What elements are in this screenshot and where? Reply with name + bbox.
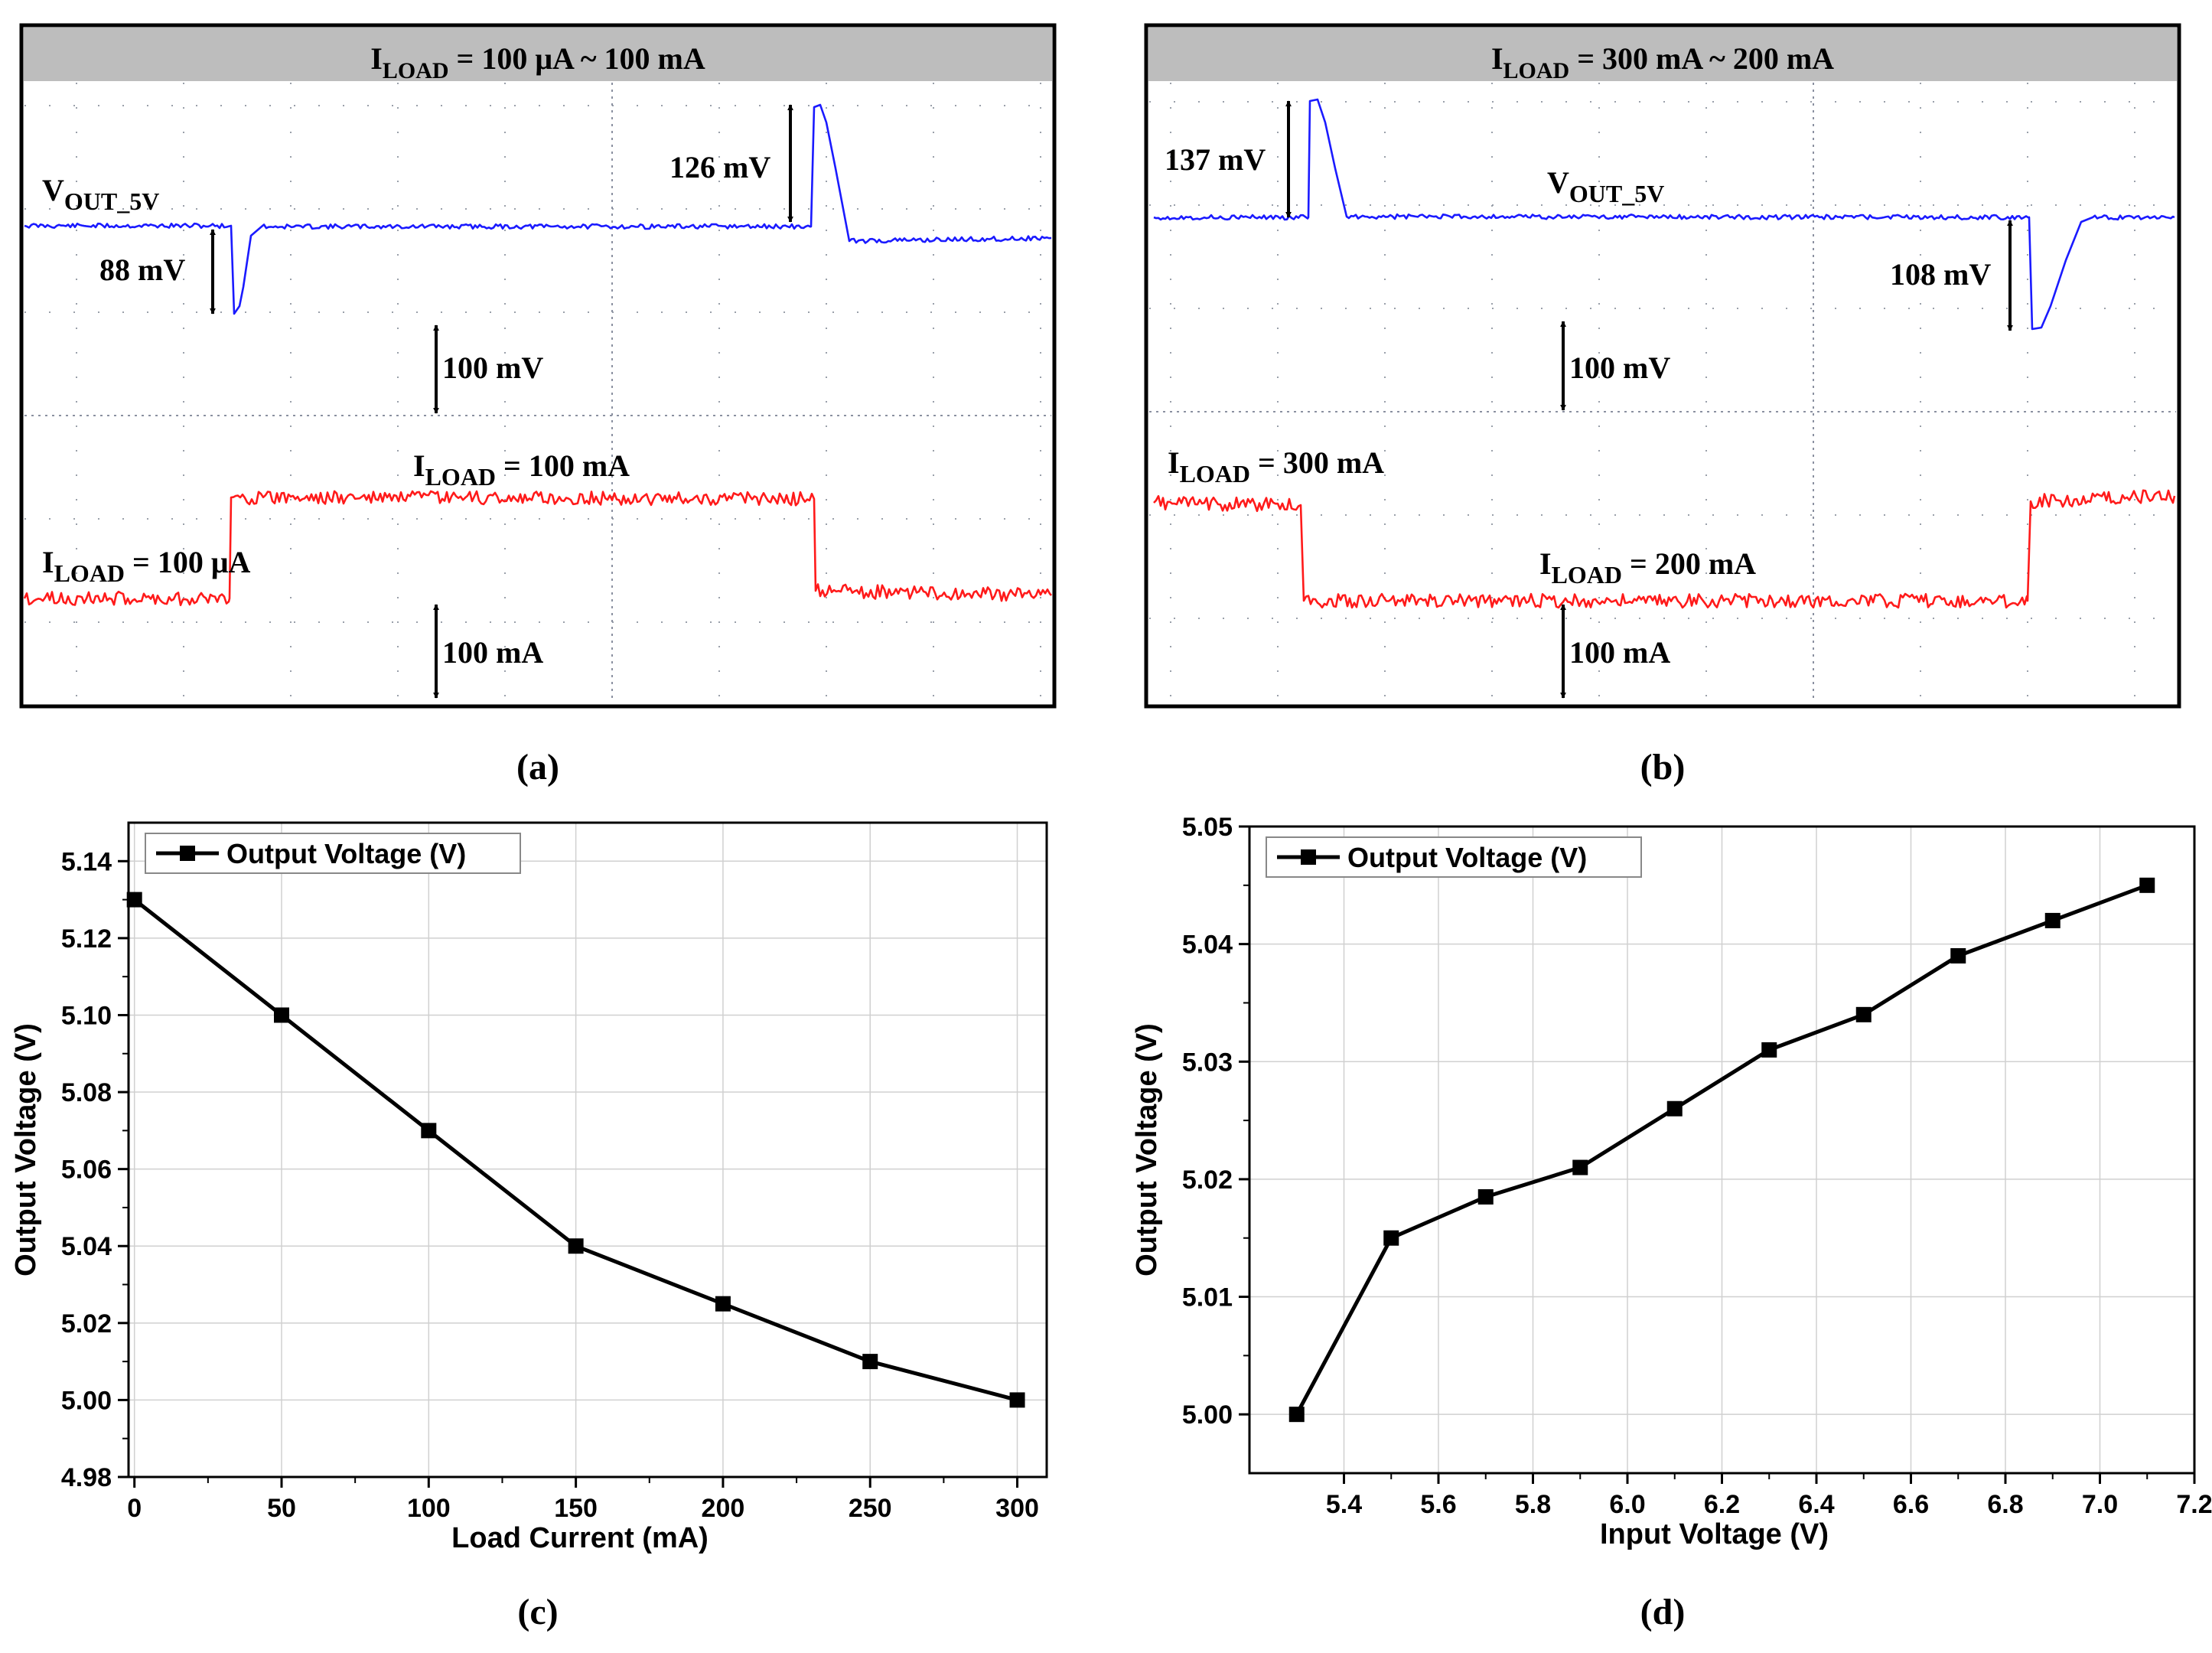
y-tick-label: 5.14 [61,847,112,876]
data-point [2044,912,2061,928]
panel-label-b: (b) [1640,747,1686,787]
data-point [862,1354,878,1370]
x-tick-label: 5.6 [1420,1490,1456,1519]
x-tick-label: 100 [407,1494,451,1523]
x-tick-label: 6.8 [1987,1490,2023,1519]
legend-marker [1301,849,1316,865]
y-tick-label: 5.04 [1182,931,1233,960]
y-tick-label: 5.08 [61,1078,112,1107]
data-point [1288,1407,1305,1423]
scope-header-bar [1148,28,2177,81]
data-point [1950,948,1966,963]
data-point [1761,1042,1777,1058]
x-tick-label: 200 [702,1494,745,1523]
data-point [126,892,142,908]
y-tick-label: 5.10 [61,1001,112,1030]
iload-trace [23,490,1052,607]
legend-label: Output Voltage (V) [226,838,466,869]
data-point [715,1296,731,1312]
panel-label-a: (a) [516,747,559,787]
scope-panel-b: ILOAD = 300 mA ~ 200 mA 137 mV VOUT_5V 1… [1144,23,2181,787]
scope-header-title: ILOAD = 100 μA ~ 100 mA [370,41,705,83]
overshoot-label: 126 mV [669,150,770,184]
legend-label: Output Voltage (V) [1347,842,1587,873]
y-tick-label: 5.12 [61,924,112,954]
data-point [1477,1188,1494,1205]
y-tick-label: 5.00 [1182,1400,1233,1430]
data-point [568,1238,584,1254]
scope-frame [19,23,1057,709]
data-point [421,1123,437,1139]
x-axis-label: Load Current (mA) [451,1522,709,1554]
data-point [1666,1100,1683,1117]
y-tick-label: 5.06 [61,1156,112,1185]
y-axis-label: Output Voltage (V) [10,1023,42,1276]
data-point [1855,1006,1872,1022]
current-scale-label: 100 mA [1569,635,1670,670]
data-point [274,1007,289,1023]
vout-label: VOUT_5V [1547,165,1664,207]
current-scale-label: 100 mA [442,635,543,670]
x-tick-label: 6.0 [1609,1490,1645,1519]
load-high-label: ILOAD = 100 mA [413,448,630,491]
scope-header-title: ILOAD = 300 mA ~ 200 mA [1491,41,1834,83]
y-axis-label: Output Voltage (V) [1131,1023,1163,1276]
x-axis-label: Input Voltage (V) [1600,1518,1829,1550]
iload-trace [1153,489,2176,609]
undershoot-label: 108 mV [1890,257,1991,292]
x-tick-label: 0 [127,1494,142,1523]
x-tick-label: 300 [995,1494,1039,1523]
panel-label-c: (c) [517,1592,558,1632]
x-tick-label: 6.6 [1893,1490,1929,1519]
undershoot-label: 88 mV [99,253,185,287]
y-tick-label: 5.04 [61,1232,112,1261]
scope-frame [1144,23,2181,709]
y-tick-label: 5.00 [61,1386,112,1415]
voltage-scale-label: 100 mV [442,350,543,385]
x-tick-label: 150 [554,1494,598,1523]
x-tick-label: 6.2 [1704,1490,1740,1519]
line-chart-d: 5.4 5.6 5.8 6.0 6.2 6.4 6.6 6.8 7.0 7.2 5.00 5.01 5.… [1131,813,2212,1550]
vout-trace [1153,98,2175,331]
scope-grid [24,83,1051,703]
legend-marker [180,846,195,861]
vout-trace [24,103,1052,315]
y-tick-label: 5.01 [1182,1283,1233,1312]
y-tick-label: 5.02 [61,1309,112,1338]
y-tick-label: 5.05 [1182,813,1233,842]
vout-label: VOUT_5V [42,173,159,215]
x-tick-label: 6.4 [1798,1490,1834,1519]
x-tick-label: 5.4 [1326,1490,1362,1519]
load-low-label: ILOAD = 100 μA [42,545,251,587]
load-high-label: ILOAD = 300 mA [1168,445,1384,487]
y-tick-label: 4.98 [61,1463,112,1492]
line-chart-c: 0 50 100 150 200 250 300 4.98 5.00 5.02 5.04 5.06 5.… [10,821,1048,1554]
y-tick-label: 5.03 [1182,1048,1233,1077]
overshoot-label: 137 mV [1165,142,1266,177]
panel-label-d: (d) [1640,1592,1686,1632]
x-tick-label: 7.0 [2082,1490,2118,1519]
data-point [1572,1159,1588,1175]
data-point [1009,1392,1025,1408]
x-tick-label: 7.2 [2176,1490,2212,1519]
scope-panel-a: ILOAD = 100 μA ~ 100 mA VOUT_5V 88 mV 12… [19,23,1057,787]
x-tick-label: 50 [267,1494,296,1523]
load-low-label: ILOAD = 200 mA [1539,546,1756,588]
x-tick-label: 250 [849,1494,892,1523]
scope-grid [1149,83,2176,703]
scope-header-bar [24,28,1052,81]
data-point [1383,1230,1399,1246]
data-point [2139,877,2155,893]
x-tick-label: 5.8 [1515,1490,1551,1519]
y-tick-label: 5.02 [1182,1166,1233,1195]
series-line [1295,883,2148,1416]
voltage-scale-label: 100 mV [1569,350,1670,385]
plot-frame [127,821,1048,1479]
